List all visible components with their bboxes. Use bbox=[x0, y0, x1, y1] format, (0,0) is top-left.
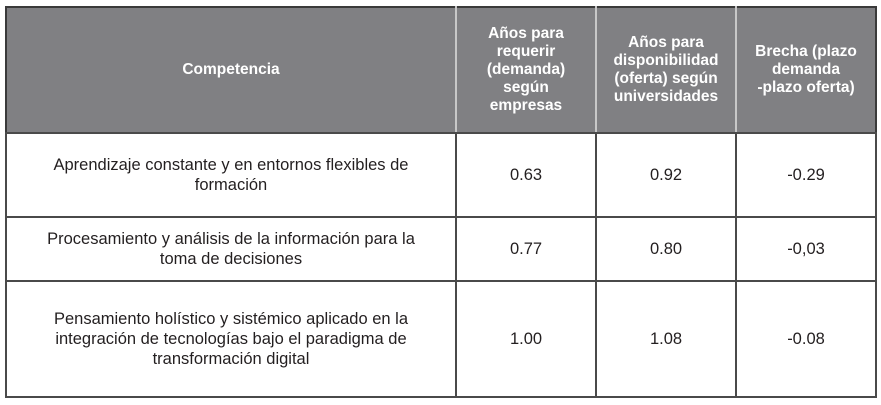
cell-demanda: 0.63 bbox=[455, 132, 597, 218]
cell-line: transformación digital bbox=[152, 350, 310, 368]
cell-demanda: 1.00 bbox=[455, 280, 597, 398]
cell-competencia: Pensamiento holístico y sistémico aplica… bbox=[5, 280, 457, 398]
header-line: requerir bbox=[496, 43, 556, 60]
cell-brecha: -0,03 bbox=[735, 216, 877, 282]
table-row: Pensamiento holístico y sistémico aplica… bbox=[5, 280, 877, 398]
header-competencia: Competencia bbox=[5, 6, 457, 134]
table-row: Procesamiento y análisis de la informaci… bbox=[5, 216, 877, 282]
header-line: (demanda) bbox=[486, 61, 566, 78]
cell-line: Aprendizaje constante y en entornos flex… bbox=[53, 156, 409, 174]
cell-oferta: 0.80 bbox=[595, 216, 737, 282]
header-line: Años para bbox=[488, 25, 564, 42]
cell-competencia: Procesamiento y análisis de la informaci… bbox=[5, 216, 457, 282]
cell-demanda: 0.77 bbox=[455, 216, 597, 282]
cell-line: Pensamiento holístico y sistémico aplica… bbox=[53, 310, 409, 328]
header-line: -plazo oferta) bbox=[757, 79, 855, 96]
header-line: disponibilidad bbox=[613, 52, 719, 69]
cell-line: Procesamiento y análisis de la informaci… bbox=[47, 230, 415, 248]
table-row: Aprendizaje constante y en entornos flex… bbox=[5, 132, 877, 218]
cell-oferta: 1.08 bbox=[595, 280, 737, 398]
cell-competencia: Aprendizaje constante y en entornos flex… bbox=[5, 132, 457, 218]
header-line: Brecha (plazo bbox=[755, 43, 857, 60]
cell-line: integración de tecnologías bajo el parad… bbox=[55, 330, 407, 348]
header-line: según bbox=[503, 79, 549, 96]
header-line: empresas bbox=[489, 97, 563, 114]
cell-line: formación bbox=[194, 176, 268, 194]
header-line: Competencia bbox=[182, 61, 280, 78]
header-line: (oferta) según bbox=[614, 70, 718, 87]
header-line: Años para bbox=[628, 34, 704, 51]
cell-brecha: -0.08 bbox=[735, 280, 877, 398]
header-brecha: Brecha (plazo demanda -plazo oferta) bbox=[735, 6, 877, 134]
header-demanda: Años para requerir (demanda) según empre… bbox=[455, 6, 597, 134]
competencias-table: Competencia Años para requerir (demanda)… bbox=[5, 6, 877, 398]
header-oferta: Años para disponibilidad (oferta) según … bbox=[595, 6, 737, 134]
header-line: demanda bbox=[771, 61, 841, 78]
cell-oferta: 0.92 bbox=[595, 132, 737, 218]
header-line: universidades bbox=[613, 88, 719, 105]
cell-line: toma de decisiones bbox=[159, 250, 303, 268]
header-row: Competencia Años para requerir (demanda)… bbox=[5, 6, 877, 134]
cell-brecha: -0.29 bbox=[735, 132, 877, 218]
